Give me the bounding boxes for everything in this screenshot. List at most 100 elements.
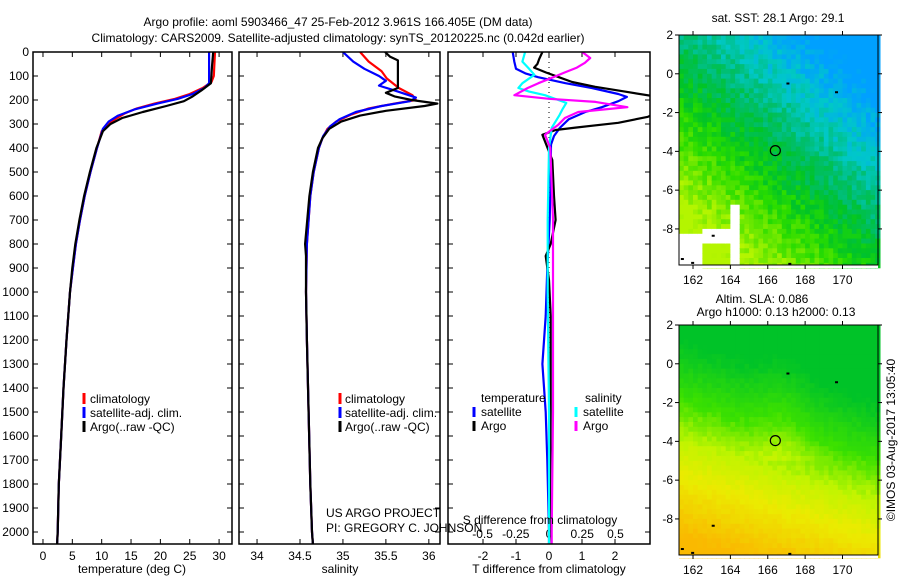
map-cell [777,195,783,201]
map-cell [679,455,685,462]
map-cell [786,59,792,65]
map-cell [837,436,844,442]
map-cell [767,441,774,447]
map-cell [865,258,872,264]
map-cell [814,214,820,220]
map-cell [795,219,802,225]
map-cell [763,436,769,442]
map-cell [744,83,750,89]
map-cell [777,339,783,345]
map-cell [730,465,736,471]
map-cell [856,136,862,143]
map-cell [730,446,736,452]
map-cell [809,383,816,389]
map-cell [828,499,834,505]
map-cell [693,132,699,138]
map-cell [711,107,717,114]
map-cell [763,141,769,148]
map-cell [805,509,811,515]
map-cell [749,238,755,244]
map-cell [763,485,769,491]
map-cell [679,470,685,476]
map-cell [702,219,708,225]
map-cell [795,185,802,191]
map-cell [763,538,769,544]
map-cell [786,68,792,75]
map-cell [861,243,867,249]
map-cell [716,156,722,162]
map-cell [856,349,862,355]
map-cell [777,122,783,128]
map-cell [688,112,694,118]
map-cell [856,117,862,123]
map-cell [781,98,788,104]
map-cell [735,349,741,355]
map-cell [837,107,844,114]
map-cell [725,248,731,254]
map-cell [781,112,788,118]
map-cell [688,136,694,143]
lon-tick-label: 166 [758,563,778,577]
map-cell [856,132,862,138]
map-cell [781,35,788,41]
map-cell [837,141,844,148]
map-cell [744,88,750,94]
map-cell [739,161,745,167]
map-cell [744,339,750,345]
map-cell [749,117,755,123]
map-cell [735,214,741,220]
map-cell [749,146,755,152]
x-tick-label: 25 [183,549,197,563]
map-cell [711,407,717,413]
map-cell [833,39,839,46]
map-cell [791,412,797,418]
map-cell [870,170,876,177]
map-cell [781,334,788,341]
map-cell [865,73,872,80]
map-cell [823,165,830,172]
map-cell [679,518,685,525]
map-cell [819,224,825,230]
map-cell [749,349,755,355]
map-cell [693,83,699,89]
map-cell [828,78,834,84]
map-cell [767,373,774,379]
map-cell [781,499,788,505]
map-cell [865,514,872,520]
map-cell [814,253,820,259]
map-cell [758,465,764,471]
map-cell [861,465,867,471]
map-cell [777,412,783,418]
map-cell [791,378,797,384]
map-cell [763,132,769,138]
map-cell [847,68,853,75]
map-cell [823,548,830,554]
map-cell [744,258,750,264]
map-cell [842,209,848,215]
map-cell [777,523,783,530]
map-cell [851,523,858,530]
map-cell [795,156,802,162]
map-cell [819,426,825,433]
title-line-1: Argo profile: aoml 5903466_47 25-Feb-201… [144,15,533,29]
map-cell [683,417,689,423]
map-cell [767,383,774,389]
map-cell [819,388,825,394]
map-cell [833,204,839,211]
map-cell [767,127,774,133]
map-cell [739,485,745,491]
map-cell [716,436,722,442]
map-cell [800,339,806,345]
map-cell [744,354,750,360]
map-cell [847,132,853,138]
map-cell [856,538,862,544]
map-cell [828,151,834,157]
map-cell [851,165,858,172]
map-cell [809,102,816,109]
map-cell [837,195,844,201]
map-cell [716,475,722,481]
map-cell [781,228,788,235]
map-cell [744,455,750,462]
map-cell [693,136,699,143]
